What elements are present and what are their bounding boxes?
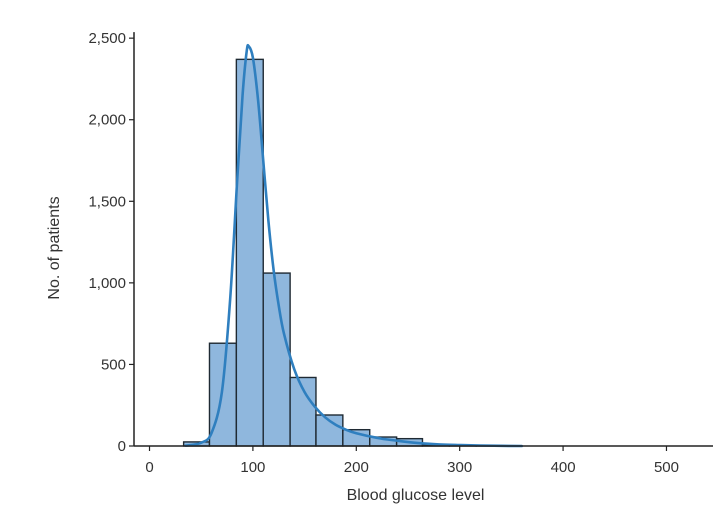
y-tick-label: 1,000 xyxy=(88,275,126,292)
density-curve xyxy=(184,43,524,448)
y-tick-label: 0 xyxy=(118,438,126,455)
x-tick-label: 200 xyxy=(344,459,369,476)
x-ticks-group: 0 100 200 300 400 500 xyxy=(145,446,679,476)
y-ticks-group: 0 500 1,000 1,500 2,000 2,500 xyxy=(88,30,134,455)
x-tick-label: 300 xyxy=(447,459,472,476)
y-tick-label: 2,500 xyxy=(88,30,126,47)
x-tick-label: 100 xyxy=(240,459,265,476)
y-tick-label: 2,000 xyxy=(88,112,126,129)
y-tick-label: 1,500 xyxy=(88,193,126,210)
x-tick-label: 400 xyxy=(551,459,576,476)
y-axis-title: No. of patients xyxy=(46,196,63,299)
x-tick-label: 500 xyxy=(654,459,679,476)
bars-group xyxy=(182,58,504,447)
y-tick-label: 500 xyxy=(101,356,126,373)
x-tick-label: 0 xyxy=(145,459,153,476)
x-axis-title: Blood glucose level xyxy=(347,487,485,504)
